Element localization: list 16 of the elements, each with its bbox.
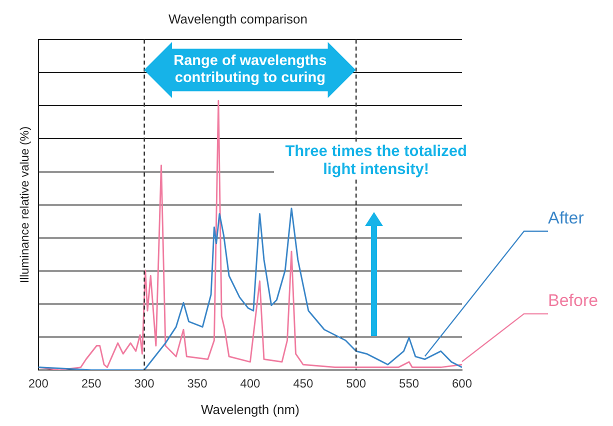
- x-tick-label: 600: [452, 376, 472, 391]
- x-tick-label: 450: [293, 376, 314, 391]
- x-tick-label: 350: [187, 376, 208, 391]
- text: After: [548, 208, 584, 228]
- x-tick-label: 550: [399, 376, 420, 391]
- x-tick-label: 250: [81, 376, 102, 391]
- text: Range of wavelengths contributing to curing: [172, 52, 328, 87]
- y-axis-title: Illuminance relative value (%): [18, 126, 32, 284]
- text: Before: [548, 291, 598, 310]
- x-axis-title: Wavelength (nm): [200, 402, 300, 417]
- chart-title: Wavelength comparison: [168, 11, 308, 26]
- x-tick-label: 500: [346, 376, 366, 391]
- x-tick-label: 200: [28, 376, 49, 391]
- x-tick-label: 300: [134, 376, 155, 391]
- annotation: Three times the totalized light intensity!: [274, 142, 478, 179]
- x-tick-label: 400: [240, 376, 261, 391]
